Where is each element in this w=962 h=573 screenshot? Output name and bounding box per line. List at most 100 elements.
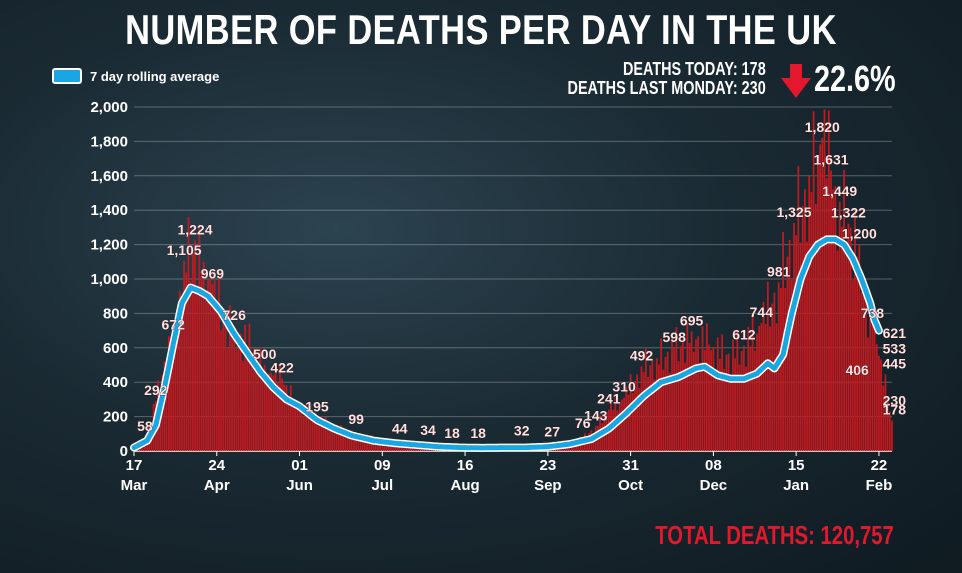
bar xyxy=(867,337,869,451)
bar xyxy=(368,438,371,451)
bar xyxy=(723,369,726,451)
x-tick-month: Jan xyxy=(783,477,809,494)
y-tick-label: 1,200 xyxy=(90,237,128,254)
bar xyxy=(248,323,251,451)
bar xyxy=(172,335,175,451)
bar xyxy=(734,358,737,451)
data-label: 406 xyxy=(845,362,869,378)
bar xyxy=(337,430,340,451)
data-label: 76 xyxy=(575,415,591,431)
bar xyxy=(383,441,386,451)
data-label: 18 xyxy=(444,425,460,441)
total-deaths: TOTAL DEATHS: 120,757 xyxy=(655,520,894,550)
bar xyxy=(187,217,190,451)
bar xyxy=(786,256,789,451)
bar xyxy=(348,436,351,451)
bar xyxy=(246,349,249,451)
bar xyxy=(176,311,179,451)
bar xyxy=(775,323,778,451)
bar xyxy=(880,359,882,451)
bar xyxy=(790,279,793,451)
bar xyxy=(200,272,203,451)
bar xyxy=(374,438,377,451)
bar xyxy=(205,296,207,451)
legend: 7 day rolling average xyxy=(52,68,219,84)
bar xyxy=(832,189,835,451)
data-label: 27 xyxy=(544,423,560,439)
bar xyxy=(871,324,874,451)
bar xyxy=(729,374,732,451)
bar xyxy=(636,374,639,451)
bar xyxy=(836,250,839,451)
data-label: 1,449 xyxy=(822,183,857,199)
bar xyxy=(673,348,676,451)
bar xyxy=(263,365,266,451)
bar xyxy=(873,313,876,451)
y-axis-labels: 0 200 400 600 800 1,000 1,200 1,400 1,600 1,800 2,… xyxy=(90,99,128,460)
bar xyxy=(647,376,649,451)
y-tick-label: 0 xyxy=(120,443,128,460)
bar xyxy=(333,426,336,451)
bar xyxy=(621,399,623,451)
bar xyxy=(714,370,717,451)
bar xyxy=(239,333,242,451)
bar xyxy=(856,257,859,451)
bar xyxy=(631,393,634,451)
bar xyxy=(274,367,277,451)
data-label: 621 xyxy=(883,325,907,341)
bar xyxy=(745,366,747,451)
bar xyxy=(851,280,854,451)
bar xyxy=(888,411,891,451)
bar xyxy=(259,346,262,451)
x-tick-month: Oct xyxy=(618,477,643,494)
bar xyxy=(265,380,268,451)
bar xyxy=(222,313,225,451)
bar xyxy=(281,378,283,451)
bar xyxy=(244,324,246,451)
data-label: 1,224 xyxy=(177,221,212,237)
bar xyxy=(361,435,364,451)
bar xyxy=(394,444,397,451)
bar xyxy=(403,444,405,451)
data-label: 492 xyxy=(630,347,654,363)
bar xyxy=(355,433,358,451)
data-label: 981 xyxy=(767,263,791,279)
bar xyxy=(170,350,172,451)
bar xyxy=(725,354,728,451)
bar xyxy=(760,323,763,451)
bar xyxy=(627,394,630,451)
bar xyxy=(801,206,804,451)
bar xyxy=(623,397,625,451)
bar xyxy=(764,323,767,451)
bar xyxy=(814,203,817,451)
bar xyxy=(311,419,314,451)
bar xyxy=(353,434,355,451)
bar xyxy=(625,386,628,451)
x-axis-labels: 17 Mar 24 Apr 01 Jun 09 Jul 16 Aug 23 Sep 31 Oct 08 Dec… xyxy=(121,451,893,494)
bar xyxy=(283,384,286,451)
bar xyxy=(799,242,802,451)
bar xyxy=(727,353,730,451)
bar xyxy=(357,437,360,451)
data-label: 44 xyxy=(392,420,408,436)
x-tick-month: Feb xyxy=(866,477,893,494)
y-tick-label: 1,000 xyxy=(90,271,128,288)
bar xyxy=(668,372,671,451)
bar xyxy=(679,346,682,451)
data-label: 672 xyxy=(162,316,186,332)
bar xyxy=(577,441,580,451)
bar xyxy=(226,347,229,451)
bar xyxy=(688,342,691,451)
bar xyxy=(849,227,852,451)
bar xyxy=(655,358,658,451)
bar xyxy=(708,344,710,451)
data-label: 178 xyxy=(883,401,907,417)
bar xyxy=(285,385,288,451)
bar xyxy=(196,290,199,451)
bar xyxy=(682,339,684,451)
data-label: 310 xyxy=(612,379,636,395)
bar xyxy=(642,372,645,451)
bar xyxy=(878,355,880,451)
